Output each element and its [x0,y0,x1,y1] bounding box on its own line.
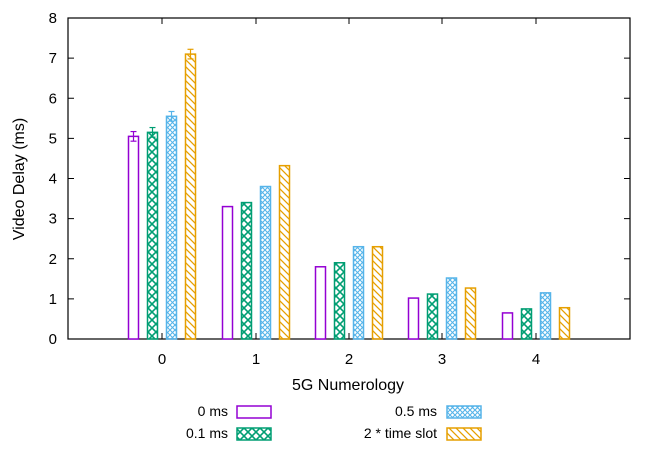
legend: 0 ms 0.1 ms 0.5 ms 2 * time slot [186,403,482,441]
plot-area: 0 1 2 3 4 5 6 7 8 0 1 2 3 4 [49,10,631,368]
legend-label: 0.1 ms [186,425,228,441]
legend-swatch [446,427,482,441]
bar [240,201,253,340]
x-tick-label: 4 [532,351,540,368]
legend-label: 0.5 ms [395,403,437,419]
legend-label: 0 ms [198,403,228,419]
bar [501,312,514,340]
legend-swatch [236,405,272,419]
y-tick-label: 5 [49,130,57,147]
bar [520,308,533,340]
legend-swatch [446,405,482,419]
bar [539,292,552,340]
bar [445,277,458,340]
legend-label: 2 * time slot [364,425,437,441]
y-tick-label: 6 [49,90,57,107]
y-tick-label: 4 [49,171,57,188]
x-tick-label: 0 [158,351,166,368]
x-axis-title: 5G Numerology [292,377,404,394]
bar [464,287,477,340]
bar [259,185,272,340]
y-tick-label: 0 [49,331,57,348]
bar [407,297,420,340]
x-tick-label: 1 [252,351,260,368]
x-tick-label: 2 [345,351,353,368]
y-tick-label: 3 [49,211,57,228]
bar [371,245,384,340]
bar [184,53,197,340]
bar [426,293,439,340]
y-tick-label: 7 [49,50,57,67]
y-tick-label: 2 [49,251,57,268]
x-tick-label: 3 [438,351,446,368]
bar [278,164,291,340]
y-tick-label: 1 [49,291,57,308]
bar [333,262,346,340]
bar [352,245,365,340]
y-tick-label: 8 [49,10,57,27]
bar [558,306,571,340]
bar [165,115,178,340]
legend-swatch [236,427,272,441]
bar [127,135,140,340]
bar [146,131,159,340]
y-axis-title: Video Delay (ms) [11,118,28,240]
bar [221,205,234,340]
bar [314,266,327,340]
